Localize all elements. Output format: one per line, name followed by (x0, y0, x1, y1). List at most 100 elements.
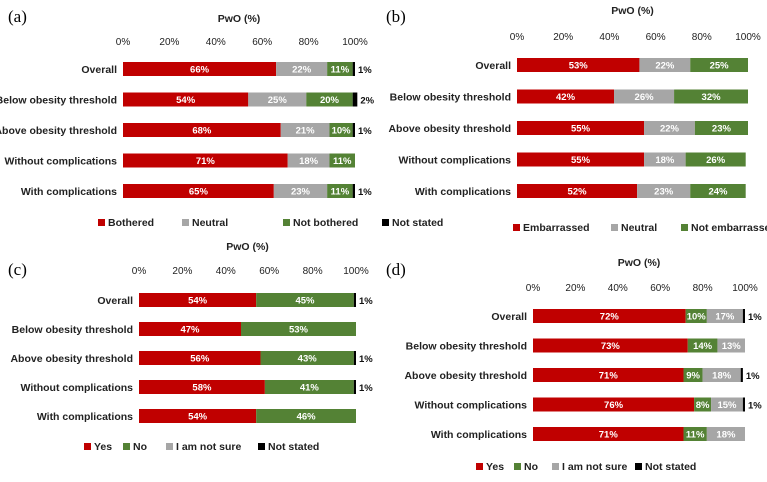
tick-label-b: 20% (553, 32, 573, 43)
bar-segment-c (353, 293, 356, 307)
bar-segment-b (517, 152, 645, 167)
category-label-a: Below obesity threshold (0, 95, 117, 107)
bar-segment-a (327, 184, 353, 198)
data-label-d: 1% (746, 371, 760, 382)
data-label-a: 22% (292, 65, 312, 76)
bar-segment-c (139, 351, 261, 365)
tick-label-b: 80% (692, 32, 712, 43)
bar-segment-c (260, 351, 354, 365)
data-label-c: 56% (190, 354, 210, 365)
data-label-b: 24% (708, 187, 728, 198)
bar-segment-b (614, 89, 675, 104)
axis-title-a: PwO (%) (218, 13, 261, 25)
bar-segment-a (352, 62, 355, 76)
legend-swatch-d (476, 463, 483, 470)
legend-label-d: I am not sure (562, 461, 628, 473)
bar-segment-d (711, 397, 743, 412)
legend-swatch-c (84, 443, 91, 450)
tick-label-a: 100% (342, 37, 368, 48)
data-label-d: 9% (686, 371, 700, 382)
data-label-b: 52% (568, 187, 588, 198)
data-label-a: 1% (358, 187, 372, 198)
data-label-c: 47% (180, 325, 200, 336)
tick-label-a: 40% (206, 37, 226, 48)
bar-segment-d (683, 368, 703, 382)
tick-label-d: 20% (565, 283, 585, 294)
category-label-b: Below obesity threshold (390, 92, 511, 104)
category-label-d: Below obesity threshold (406, 341, 527, 353)
legend-swatch-a (382, 219, 389, 226)
axis-title-d: PwO (%) (618, 257, 661, 269)
bar-segment-d (742, 397, 745, 412)
data-label-a: 10% (332, 126, 352, 137)
data-label-c: 54% (188, 412, 208, 423)
category-label-c: Above obesity threshold (10, 353, 133, 365)
bar-segment-b (674, 89, 748, 104)
data-label-d: 15% (717, 400, 737, 411)
axis-title-c: PwO (%) (226, 241, 269, 253)
bar-segment-b (644, 121, 695, 135)
bar-segment-d (742, 309, 745, 323)
data-label-c: 46% (297, 412, 317, 423)
tick-label-d: 40% (608, 283, 628, 294)
bar-segment-d (687, 338, 718, 353)
data-label-b: 26% (706, 155, 726, 166)
category-label-d: Without complications (415, 400, 528, 412)
data-label-c: 41% (300, 383, 320, 394)
bar-segment-a (280, 123, 330, 137)
data-label-c: 58% (192, 383, 212, 394)
data-label-d: 73% (601, 341, 621, 352)
data-label-a: 71% (196, 156, 216, 167)
bar-segment-d (533, 338, 688, 353)
tick-label-c: 20% (172, 266, 192, 277)
bar-segment-d (740, 368, 743, 382)
data-label-a: 11% (331, 187, 350, 198)
tick-label-d: 80% (693, 283, 713, 294)
data-label-b: 23% (654, 187, 674, 198)
axis-title-b: PwO (%) (611, 5, 654, 17)
legend-label-a: Bothered (108, 217, 154, 229)
bar-segment-b (639, 58, 691, 72)
bar-segment-a (273, 184, 328, 198)
bar-segment-b (517, 89, 615, 104)
data-label-b: 18% (655, 155, 675, 166)
bar-segment-b (517, 58, 640, 72)
bar-segment-a (352, 123, 355, 137)
bar-segment-a (287, 153, 330, 168)
data-label-b: 53% (569, 61, 589, 72)
bar-segment-d (533, 427, 684, 441)
tick-label-a: 80% (299, 37, 319, 48)
legend-label-d: Not stated (645, 461, 696, 473)
tick-label-c: 100% (343, 266, 369, 277)
bar-segment-a (123, 62, 277, 76)
tick-label-a: 0% (116, 37, 131, 48)
tick-label-c: 0% (132, 266, 147, 277)
data-label-d: 17% (715, 312, 735, 323)
bar-segment-c (353, 380, 356, 394)
data-label-d: 8% (696, 400, 710, 411)
bar-segment-a (276, 62, 328, 76)
panel-label-a: (a) (8, 7, 27, 26)
bar-segment-d (717, 338, 745, 353)
bar-segment-b (644, 152, 686, 167)
data-label-b: 55% (571, 124, 591, 135)
data-label-a: 1% (358, 65, 372, 76)
data-label-a: 18% (299, 156, 319, 167)
legend-swatch-a (98, 219, 105, 226)
data-label-d: 10% (687, 312, 707, 323)
bar-segment-c (139, 293, 257, 307)
bar-segment-c (139, 409, 257, 423)
data-label-a: 11% (331, 65, 350, 76)
legend-label-b: Neutral (621, 222, 657, 234)
legend-label-c: Yes (94, 441, 112, 453)
bar-segment-c (240, 322, 356, 336)
data-label-d: 14% (693, 341, 713, 352)
legend-label-b: Embarrassed (523, 222, 590, 234)
legend-label-d: Yes (486, 461, 504, 473)
data-label-d: 18% (712, 371, 732, 382)
data-label-b: 22% (660, 124, 680, 135)
data-label-a: 2% (360, 96, 374, 107)
tick-label-b: 100% (735, 32, 761, 43)
tick-label-c: 40% (216, 266, 236, 277)
data-label-a: 11% (333, 156, 352, 167)
